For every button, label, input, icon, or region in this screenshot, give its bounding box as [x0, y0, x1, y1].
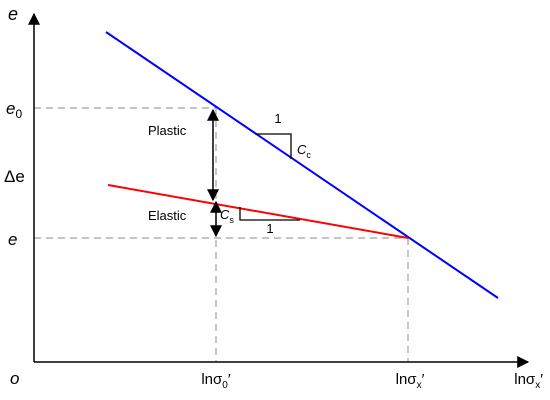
plastic-label: Plastic: [148, 123, 187, 138]
cc-rise-label: Cc: [297, 142, 311, 160]
cs-rise-label: Cs: [220, 207, 234, 225]
axes: [28, 12, 530, 368]
swelling-line: [107, 184, 409, 239]
compression-line: [105, 31, 499, 299]
cs-run-label: 1: [266, 221, 273, 236]
sigmax-mark: lnσx′: [396, 371, 425, 391]
y-axis-name: e: [8, 4, 18, 24]
elastic-label: Elastic: [148, 208, 187, 223]
x-axis-name: lnσx′: [514, 371, 543, 391]
e-mark: e: [8, 230, 17, 249]
guide-lines: [34, 107, 409, 362]
cc-run-label: 1: [274, 111, 281, 126]
origin-label: o: [10, 369, 19, 388]
cc-slope-triangle: [255, 133, 292, 159]
delta-e-mark: Δe: [4, 167, 25, 186]
cs-slope-triangle: [239, 207, 300, 221]
sigma0-mark: lnσ0′: [201, 371, 231, 391]
e0-mark: e0: [6, 99, 22, 121]
